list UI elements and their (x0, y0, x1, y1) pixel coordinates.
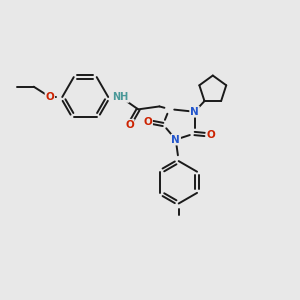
Text: O: O (46, 92, 54, 102)
Text: O: O (125, 120, 134, 130)
Text: NH: NH (112, 92, 129, 102)
Text: N: N (171, 135, 180, 145)
Text: O: O (207, 130, 216, 140)
Text: O: O (143, 116, 152, 127)
Text: N: N (190, 107, 199, 117)
